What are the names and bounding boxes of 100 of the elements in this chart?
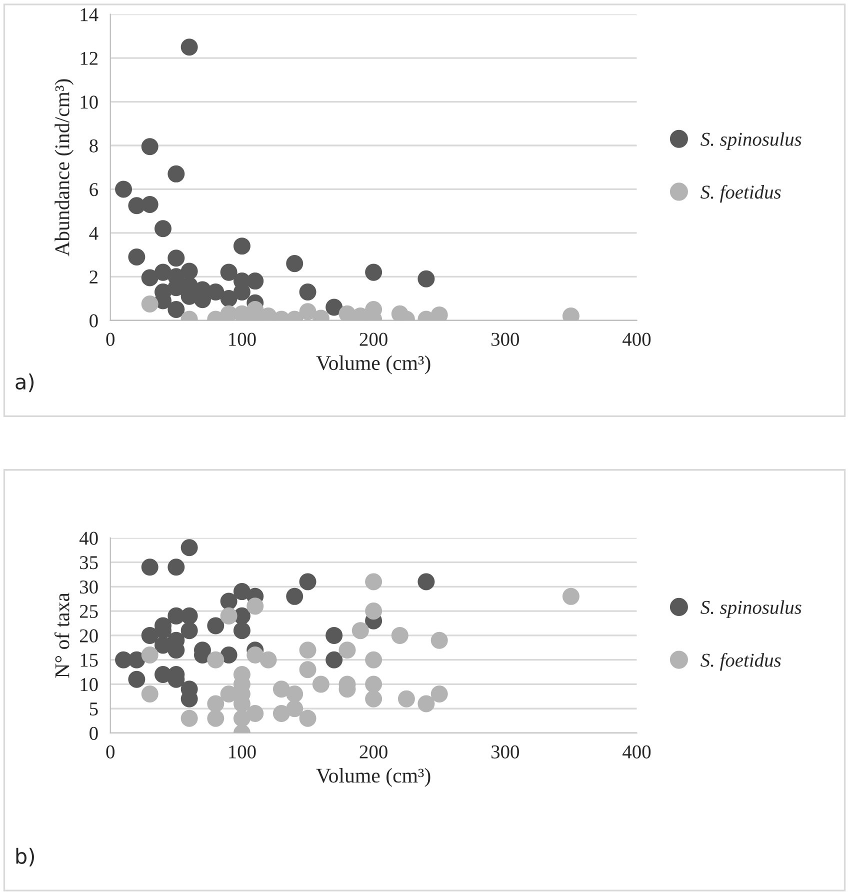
y-tick-label: 12 <box>80 52 98 65</box>
text: b) <box>16 848 34 866</box>
point <box>365 676 382 693</box>
point <box>141 269 158 286</box>
point <box>180 38 198 56</box>
y-tick-label: 6 <box>90 183 98 196</box>
point <box>115 180 132 198</box>
point <box>299 283 316 300</box>
point <box>299 303 316 320</box>
x-tick-label: 200 <box>360 332 388 346</box>
point <box>233 583 250 600</box>
point <box>365 573 382 590</box>
point <box>233 238 250 255</box>
point <box>338 642 356 659</box>
x-axis-title: Volume (cm³) <box>316 355 430 374</box>
point <box>326 651 343 668</box>
point <box>128 248 146 266</box>
y-tick-label: 10 <box>80 678 98 692</box>
point <box>286 588 304 605</box>
point <box>141 138 158 156</box>
point <box>398 690 415 708</box>
x-tick-label: 300 <box>492 745 519 758</box>
point <box>299 642 316 659</box>
point <box>246 704 264 722</box>
point <box>220 607 238 624</box>
y-axis-title: Abundance (ind/cm³) <box>54 79 74 256</box>
point <box>141 558 158 576</box>
point <box>286 700 304 718</box>
x-tick-label: 400 <box>622 332 651 346</box>
point <box>141 685 158 702</box>
point <box>220 646 238 664</box>
legend-label: S. spinosulus <box>700 600 802 618</box>
y-tick-label: 30 <box>80 580 98 594</box>
text: a) <box>16 374 34 392</box>
point <box>207 283 224 300</box>
legend-label: S. foetidus <box>700 184 781 203</box>
point <box>207 651 224 668</box>
point <box>141 646 158 664</box>
point <box>141 626 158 644</box>
point <box>246 598 264 615</box>
point <box>168 250 185 267</box>
point <box>220 290 238 308</box>
point <box>430 685 448 702</box>
point <box>220 592 238 610</box>
point <box>418 270 435 288</box>
y-tick-label: 2 <box>90 270 98 284</box>
point <box>418 695 435 712</box>
point <box>128 651 146 668</box>
point <box>154 264 172 281</box>
point <box>260 651 277 668</box>
point <box>141 296 158 313</box>
point <box>154 220 172 238</box>
point <box>180 539 198 556</box>
legend-label: S. foetidus <box>700 652 781 671</box>
point <box>299 661 316 678</box>
x-tick-label: 300 <box>492 332 519 346</box>
x-tick-label: 100 <box>229 332 256 346</box>
y-tick-label: 8 <box>90 139 98 152</box>
y-tick-label: 15 <box>80 654 98 667</box>
y-tick-label: 4 <box>89 226 98 240</box>
y-axis-title: N° of taxa <box>54 592 70 678</box>
point <box>299 573 316 590</box>
point <box>430 632 448 649</box>
x-tick-label: 0 <box>106 332 114 346</box>
point <box>168 300 185 318</box>
point <box>272 680 290 698</box>
y-tick-label: 20 <box>80 629 98 642</box>
point <box>326 298 343 316</box>
point <box>220 264 238 281</box>
y-tick-label: 5 <box>90 702 98 716</box>
y-tick-label: 14 <box>80 8 98 22</box>
point <box>180 607 198 624</box>
point <box>168 165 185 182</box>
point <box>286 685 304 702</box>
point <box>233 622 250 640</box>
x-tick-label: 100 <box>229 745 256 758</box>
point <box>128 670 146 688</box>
point <box>141 196 158 214</box>
point <box>180 710 198 727</box>
point <box>168 558 185 576</box>
y-tick-label: 0 <box>90 726 98 740</box>
point <box>246 646 264 664</box>
point <box>246 272 264 290</box>
point <box>391 626 408 644</box>
point <box>365 690 382 708</box>
y-tick-label: 35 <box>80 556 98 570</box>
y-tick-label: 25 <box>80 604 98 618</box>
point <box>418 573 435 590</box>
point <box>299 710 316 727</box>
point <box>207 617 224 634</box>
y-tick-label: 10 <box>80 96 98 109</box>
legend-label: S. spinosulus <box>700 132 802 150</box>
x-tick-label: 200 <box>360 745 388 758</box>
point <box>207 710 224 727</box>
point <box>207 695 224 712</box>
point <box>326 626 343 644</box>
point <box>180 622 198 640</box>
y-tick-label: 40 <box>80 532 98 545</box>
point <box>365 264 382 281</box>
point <box>272 704 290 722</box>
